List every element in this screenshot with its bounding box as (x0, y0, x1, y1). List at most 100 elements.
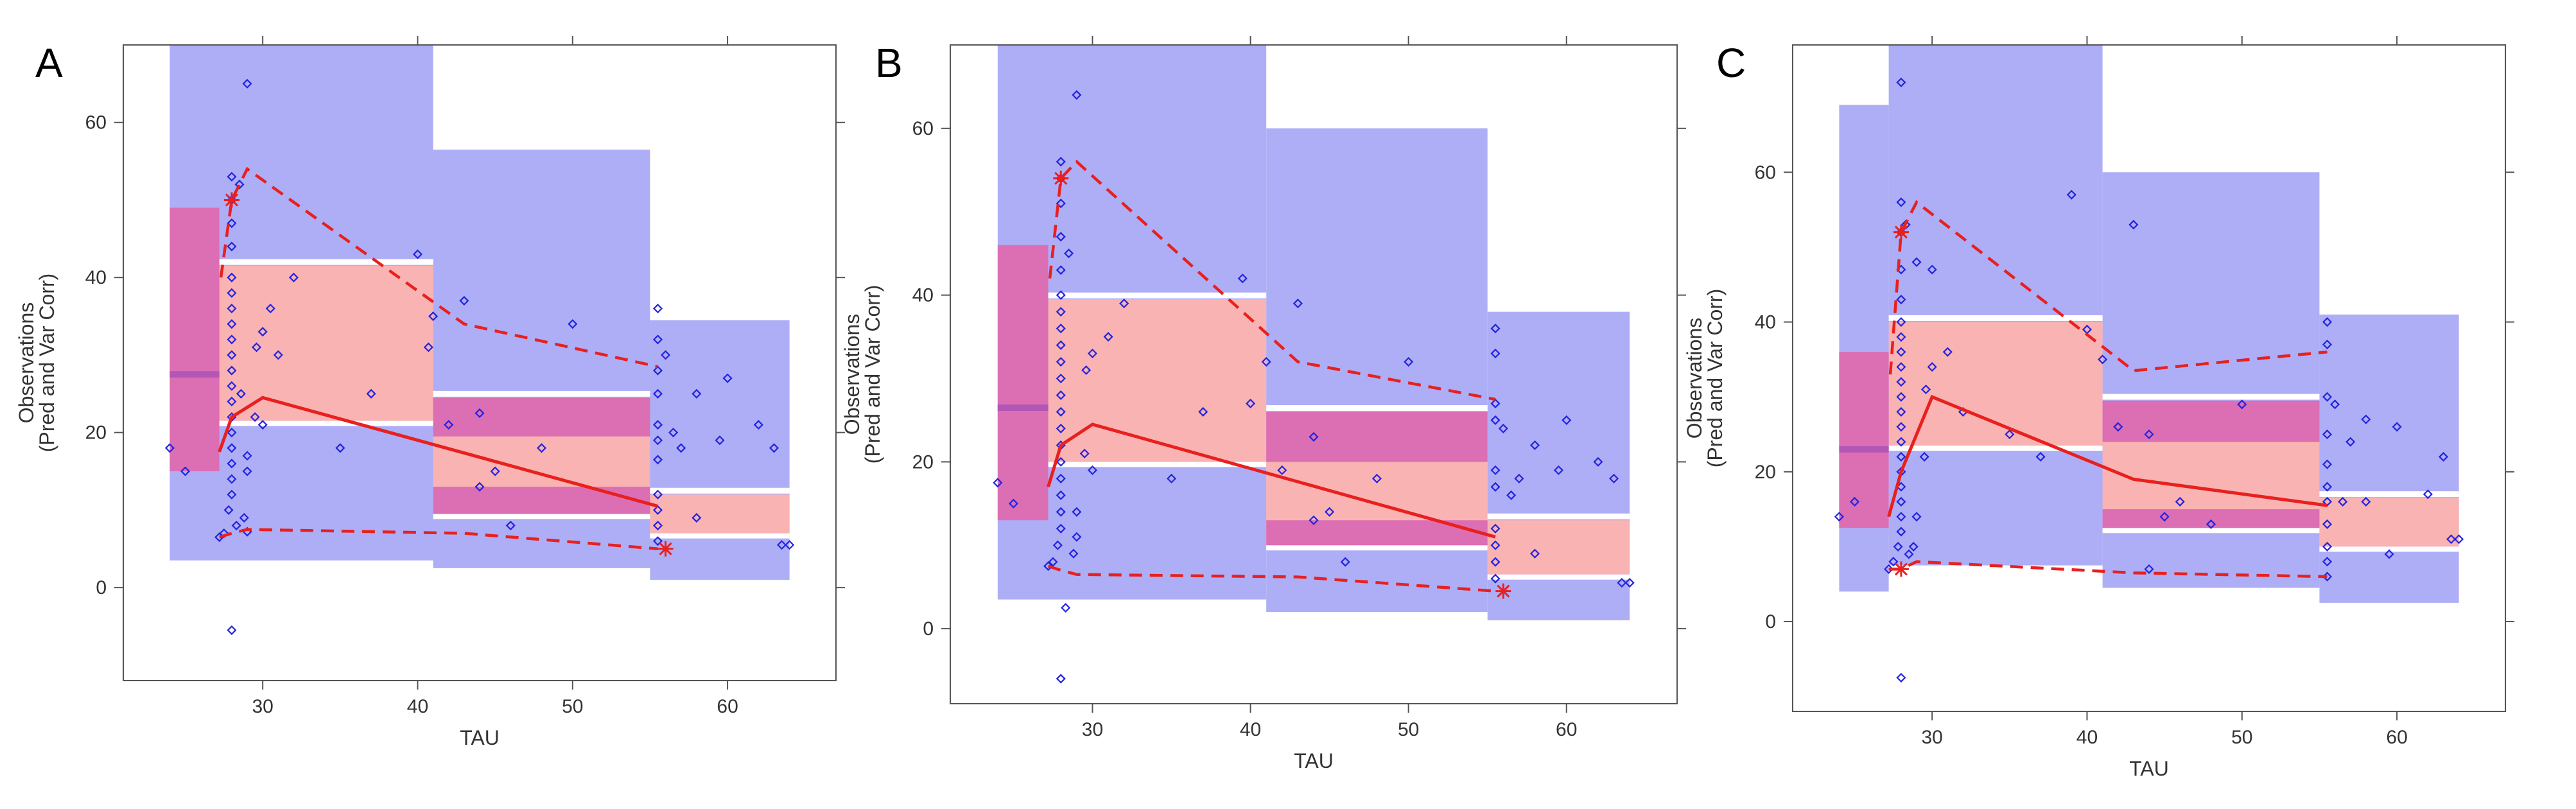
prediction-band-overlap (1266, 412, 1488, 462)
panel-label: C (1716, 40, 1746, 86)
observation-point (2322, 429, 2333, 440)
observed-median-line (1047, 422, 1496, 539)
observation-point (1056, 507, 1066, 517)
observation-point (1896, 422, 1906, 432)
observation-point (1896, 406, 1906, 417)
observation-point (2128, 220, 2139, 230)
y-tick-label: 60 (912, 118, 934, 139)
prediction-band-median (219, 266, 433, 421)
observation-point (2322, 519, 2333, 529)
observation-point (1849, 496, 1860, 507)
observation-point (227, 428, 237, 438)
observation-point (1919, 451, 1929, 462)
observation-point (1404, 356, 1414, 367)
observation-point (1490, 482, 1501, 492)
y-tick-label: 20 (85, 422, 107, 444)
y-axis-title-line2: (Pred and Var Corr) (35, 274, 58, 453)
prediction-band-overlap (2102, 400, 2320, 442)
observation-point (1056, 406, 1066, 417)
observation-point (1624, 578, 1635, 588)
y-tick-label: 20 (912, 451, 934, 473)
observation-point (1514, 473, 1524, 483)
observation-point (1008, 498, 1018, 509)
observation-point (1068, 548, 1079, 559)
y-tick-label: 60 (85, 112, 107, 134)
observation-point (251, 342, 262, 352)
observation-point (242, 466, 252, 476)
observation-point (273, 350, 283, 360)
outlier-star-marker (1893, 224, 1909, 240)
prediction-band-overlap (170, 207, 220, 472)
x-tick-label: 60 (1556, 719, 1577, 740)
observation-point (239, 512, 249, 523)
observation-point (2144, 429, 2154, 440)
observation-point (1896, 361, 1906, 372)
outlier-star-marker (1053, 170, 1069, 186)
observed-upper-percentile-line (1888, 200, 2328, 375)
x-axis-title: TAU (2129, 757, 2169, 780)
observation-point (652, 388, 663, 399)
observation-point (428, 311, 439, 322)
observation-point (335, 443, 345, 453)
observation-point (366, 388, 376, 399)
observation-point (1609, 473, 1619, 483)
observation-point (1896, 77, 1906, 87)
prediction-band-median (650, 494, 790, 534)
observation-point (1529, 440, 1540, 450)
observation-point (1896, 392, 1906, 402)
plot-content (993, 45, 1635, 684)
observation-point (1896, 496, 1906, 507)
observation-point (227, 335, 237, 345)
observation-point (490, 466, 500, 476)
observed-lower-percentile-line (1047, 564, 1496, 593)
observation-point (227, 218, 237, 229)
prediction-band-outer (1888, 45, 2103, 566)
x-axis-title: TAU (1294, 749, 1334, 772)
observation-point (1911, 512, 1922, 522)
observation-point (1246, 398, 1256, 409)
y-tick-label: 0 (96, 577, 107, 598)
observation-point (180, 466, 191, 476)
y-tick-label: 0 (1765, 611, 1776, 632)
observation-point (1617, 578, 1627, 588)
observation-point (1896, 197, 1906, 207)
observation-point (1056, 674, 1066, 684)
observation-point (1896, 347, 1906, 357)
observation-point (1927, 265, 1937, 275)
observation-point (2322, 317, 2333, 327)
observation-point (1490, 398, 1501, 409)
observation-point (1277, 465, 1287, 475)
observation-point (1103, 332, 1113, 342)
axis-ticks: 30 40 50 60 0 20 40 60 (1755, 36, 2514, 748)
observation-point (2322, 392, 2333, 402)
observation-point (2345, 437, 2356, 447)
observation-point (1056, 198, 1066, 209)
observation-point (785, 540, 795, 550)
observation-point (1056, 232, 1066, 242)
observation-point (164, 443, 175, 453)
plot-area (164, 45, 795, 636)
observation-point (776, 540, 787, 550)
observation-point (250, 412, 260, 422)
observation-point (1309, 431, 1319, 442)
x-tick-label: 60 (2386, 727, 2407, 748)
observation-point (227, 241, 237, 252)
observation-point (715, 435, 725, 446)
observation-point (2066, 189, 2076, 200)
observation-point (1927, 361, 1937, 372)
observation-point (1081, 365, 1092, 376)
observation-point (1340, 557, 1350, 567)
observation-point (1942, 347, 1953, 357)
axis-ticks: 30 40 50 60 0 20 40 60 (85, 36, 845, 717)
prediction-band-overlap (433, 397, 650, 437)
observed-lower-percentile-line (218, 528, 658, 550)
observation-point (1292, 299, 1303, 309)
observation-point (1198, 406, 1208, 417)
y-axis-title-line1: Observations (840, 314, 864, 435)
observation-point (1237, 274, 1248, 284)
observation-point (1261, 356, 1271, 367)
observation-point (2144, 564, 2154, 574)
observation-point (227, 396, 237, 406)
observation-point (2438, 451, 2449, 462)
